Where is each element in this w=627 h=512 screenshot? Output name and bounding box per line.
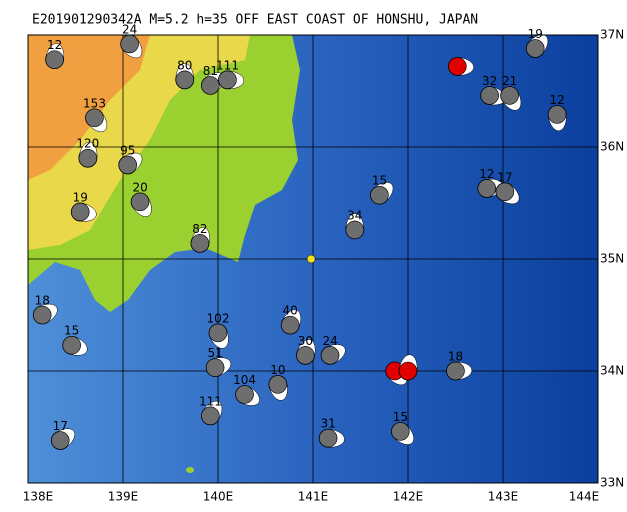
beachball-quadrant <box>393 424 414 445</box>
island <box>186 467 194 473</box>
depth-label: 15 <box>372 174 387 188</box>
depth-label: 12 <box>47 38 62 52</box>
depth-label: 19 <box>73 190 88 204</box>
depth-label: 30 <box>298 334 313 348</box>
depth-label: 153 <box>83 96 106 110</box>
depth-label: 18 <box>35 294 50 308</box>
x-tick-label: 140E <box>203 490 234 504</box>
depth-label: 10 <box>270 363 285 377</box>
beachball-quadrant <box>191 227 210 246</box>
depth-label: 120 <box>76 137 99 151</box>
x-tick-label: 144E <box>569 490 600 504</box>
depth-label: 17 <box>497 170 512 184</box>
depth-label: 19 <box>528 27 543 41</box>
beachball-quadrant <box>45 43 65 62</box>
beachball-quadrant <box>78 141 98 160</box>
beachball-quadrant <box>202 400 223 421</box>
beachball-quadrant <box>499 184 520 205</box>
depth-label: 21 <box>502 74 517 88</box>
y-tick-label: 34N <box>600 364 624 378</box>
beachball-quadrant <box>212 357 232 377</box>
beachball-quadrant <box>296 339 316 359</box>
beachball-quadrant <box>501 90 522 111</box>
depth-label: 15 <box>393 410 408 424</box>
depth-label: 102 <box>207 311 230 325</box>
beachball-quadrant <box>345 213 365 231</box>
depth-label: 18 <box>448 350 463 364</box>
depth-label: 24 <box>122 22 137 36</box>
depth-label: 20 <box>132 180 147 194</box>
depth-label: 15 <box>64 324 79 338</box>
depth-label: 12 <box>479 167 494 181</box>
beachball-quadrant <box>281 309 301 329</box>
beachball-quadrant <box>175 63 194 80</box>
beachball-quadrant <box>455 361 473 381</box>
y-tick-label: 33N <box>600 476 624 490</box>
beachball-quadrant <box>122 152 143 173</box>
x-tick-label: 142E <box>393 490 424 504</box>
x-tick-label: 139E <box>108 490 139 504</box>
depth-label: 24 <box>322 334 337 348</box>
depth-label: 40 <box>283 304 298 318</box>
beachball-quadrant <box>122 38 143 59</box>
depth-label: 81 <box>203 64 218 78</box>
beachball-quadrant <box>327 428 345 448</box>
x-tick-label: 141E <box>298 490 329 504</box>
beachball-quadrant <box>226 70 245 90</box>
depth-label: 111 <box>199 394 222 408</box>
beachball-quadrant <box>132 197 152 217</box>
beachball-quadrant <box>398 354 418 373</box>
epicenter <box>306 254 316 264</box>
beachball-quadrant <box>547 113 567 132</box>
map-title: E201901290342A M=5.2 h=35 OFF EAST COAST… <box>32 13 478 28</box>
depth-label: 31 <box>321 417 336 431</box>
y-tick-label: 37N <box>600 28 624 42</box>
depth-label: 17 <box>53 419 68 433</box>
beachball-quadrant <box>456 57 474 76</box>
depth-label: 32 <box>482 74 497 88</box>
beachball-quadrant <box>268 382 288 401</box>
beachball-quadrant <box>240 386 260 406</box>
beachball-quadrant <box>373 182 394 203</box>
depth-label: 82 <box>192 222 207 236</box>
x-tick-label: 138E <box>23 490 54 504</box>
depth-label: 80 <box>177 58 192 72</box>
depth-label: 12 <box>550 93 565 107</box>
y-tick-label: 36N <box>600 140 624 154</box>
beachball-quadrant <box>87 112 108 133</box>
land-mountain <box>28 35 150 180</box>
beachball-quadrant <box>209 329 229 349</box>
frame <box>27 34 599 484</box>
depth-label: 51 <box>208 346 223 360</box>
depth-label: 95 <box>120 143 135 157</box>
depth-label: 34 <box>347 208 362 222</box>
depth-label: 111 <box>216 58 239 72</box>
depth-label: 104 <box>233 373 256 387</box>
beachball-quadrant <box>38 303 58 324</box>
beachball-quadrant <box>68 336 88 356</box>
x-tick-label: 143E <box>488 490 519 504</box>
y-tick-label: 35N <box>600 252 624 266</box>
beachball-quadrant <box>78 202 97 222</box>
beachball-quadrant <box>326 344 346 364</box>
beachball-quadrant <box>55 428 76 449</box>
